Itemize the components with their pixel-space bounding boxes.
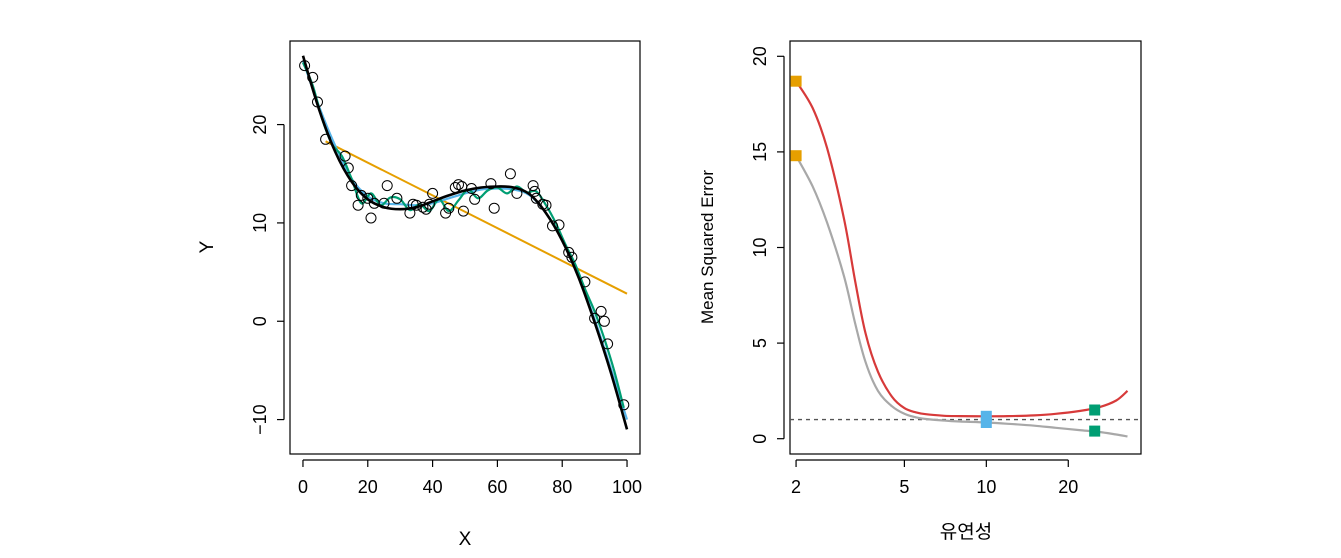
- left-data-point: [457, 205, 469, 217]
- left-data-point: [530, 192, 542, 204]
- right-y-tick-label: 0: [750, 434, 770, 444]
- left-data-point: [346, 180, 358, 192]
- left-x-tick-label: 20: [358, 477, 378, 497]
- right-series-training-mse: [795, 155, 1128, 438]
- left-data-point: [423, 198, 435, 210]
- left-data-point: [527, 180, 539, 192]
- left-data-point: [378, 197, 390, 209]
- left-data-point: [579, 276, 591, 288]
- left-y-tick-label: 10: [250, 213, 270, 233]
- left-y-tick-label: 20: [250, 115, 270, 135]
- right-axis-ticks: 2 5 10 20 0 5 10 15 20: [750, 46, 1078, 497]
- right-plot-frame: [789, 40, 1142, 455]
- left-series-smoothing-spline: [301, 60, 629, 420]
- left-data-point: [320, 133, 332, 145]
- left-series-wiggly: [301, 62, 625, 409]
- left-fit-lines: [301, 55, 629, 430]
- left-x-axis-label: X: [459, 529, 472, 550]
- left-data-point: [602, 338, 614, 350]
- left-data-point: [449, 182, 461, 193]
- left-data-point: [466, 183, 477, 194]
- right-x-tick-label: 2: [791, 477, 801, 497]
- left-data-point: [307, 71, 319, 83]
- left-data-point: [381, 180, 393, 192]
- left-data-point: [618, 399, 630, 411]
- left-data-point: [504, 168, 516, 180]
- left-y-axis-label: Y: [197, 240, 218, 253]
- left-x-tick-label: 100: [612, 477, 642, 497]
- right-mse-lines: [795, 80, 1129, 438]
- right-y-tick-label: 5: [750, 338, 770, 348]
- left-data-point: [365, 212, 377, 224]
- right-series-test-mse: [795, 80, 1129, 418]
- right-square-marker: [1089, 404, 1101, 416]
- left-data-point: [511, 187, 523, 199]
- left-data-point: [342, 162, 354, 174]
- left-data-point: [553, 219, 565, 231]
- left-data-point: [485, 178, 497, 190]
- right-panel-mse-curves: 2 5 10 20 0 5 10 15 20 유연성 Mean Squared Error: [698, 40, 1142, 543]
- left-data-point: [547, 220, 558, 232]
- right-y-tick-label: 20: [750, 46, 770, 66]
- left-data-point: [443, 202, 455, 214]
- left-data-point: [589, 312, 601, 324]
- left-data-point: [339, 150, 351, 162]
- left-y-tick-label: 0: [250, 316, 270, 326]
- left-data-point: [417, 201, 429, 213]
- left-series-linear: [325, 140, 628, 295]
- left-data-point: [540, 199, 552, 211]
- right-square-marker: [980, 417, 992, 428]
- left-x-tick-label: 40: [423, 477, 443, 497]
- left-x-tick-label: 0: [298, 477, 308, 497]
- left-data-point: [355, 189, 367, 201]
- right-y-tick-label: 10: [750, 237, 770, 257]
- left-x-tick-label: 80: [552, 477, 572, 497]
- right-y-axis-label: Mean Squared Error: [698, 170, 717, 324]
- right-y-tick-label: 15: [750, 142, 770, 162]
- left-data-point: [427, 187, 439, 199]
- right-square-markers: [790, 75, 1101, 437]
- right-x-tick-label: 10: [976, 477, 996, 497]
- left-x-tick-label: 60: [487, 477, 507, 497]
- right-x-tick-label: 20: [1058, 477, 1078, 497]
- left-series-true: [301, 55, 629, 430]
- left-data-point: [410, 199, 422, 211]
- left-data-point: [566, 251, 578, 263]
- left-data-point: [391, 192, 403, 204]
- right-square-marker: [790, 75, 802, 87]
- right-x-tick-label: 5: [899, 477, 909, 497]
- left-data-point: [595, 305, 607, 317]
- right-square-marker: [980, 410, 992, 422]
- left-data-point: [598, 315, 610, 327]
- left-data-point: [488, 202, 500, 214]
- left-data-point: [469, 193, 481, 205]
- left-data-point: [352, 199, 364, 211]
- left-data-point: [529, 185, 541, 197]
- left-panel-scatter-fit: 0 20 40 60 80 100 −10 0 10 20 X Y: [197, 40, 642, 550]
- right-square-marker: [1089, 425, 1101, 437]
- left-y-tick-label: −10: [250, 404, 270, 435]
- left-data-point: [299, 60, 311, 72]
- right-square-marker: [790, 150, 802, 162]
- left-plot-frame: [289, 40, 641, 455]
- left-data-point: [312, 96, 323, 108]
- right-x-axis-label: 유연성: [940, 521, 992, 543]
- left-axis-ticks: 0 20 40 60 80 100 −10 0 10 20: [250, 115, 642, 497]
- left-data-points: [299, 60, 630, 411]
